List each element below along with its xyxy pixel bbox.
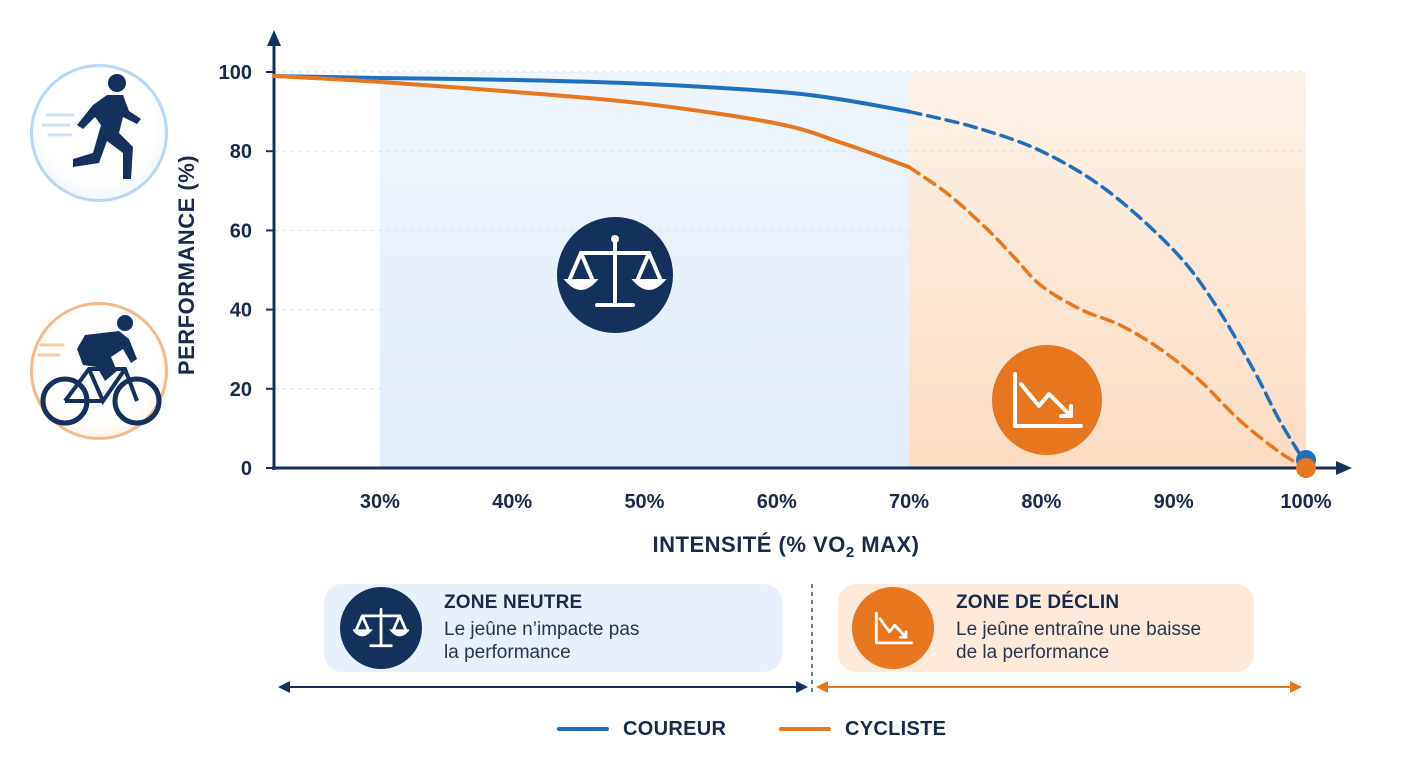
zone-declin-band [909,72,1306,468]
zone-decline-card: ZONE DE DÉCLIN Le jeûne entraîne une bai… [838,584,1254,672]
x-axis-title: INTENSITÉ (% VO2 MAX) [653,532,920,561]
y-axis-title: PERFORMANCE (%) [174,155,199,375]
legend-label-coureur: COUREUR [623,717,727,740]
declining-chart-icon [852,587,934,669]
y-tick-label: 100 [219,62,252,84]
series-coureur-dashed [907,109,1308,466]
x-tick-label: 30% [360,491,400,513]
x-tick-label: 40% [492,491,532,513]
x-tick-label: 80% [1021,491,1061,513]
y-tick-label: 0 [241,458,252,480]
x-axis-title-main: INTENSITÉ (% VO [653,532,846,557]
x-axis-title-end: MAX) [855,532,920,557]
legend-item-coureur: COUREUR [557,716,726,742]
x-tick-label: 100% [1280,491,1331,513]
series-coureur-solid [272,73,912,114]
x-axis-title-sub: 2 [846,544,855,561]
legend-swatch-cycliste [779,727,831,731]
zone-decline-line2: de la performance [956,642,1110,663]
y-tick-label: 80 [230,141,252,163]
y-axis-arrow [267,30,281,46]
legend-label-cycliste: CYCLISTE [845,717,947,740]
decline-range-arrow [816,681,1302,693]
y-tick-label: 60 [230,220,252,242]
series-cycliste-endpoint [1296,458,1316,478]
x-axis-arrow [1336,461,1352,475]
neutral-range-arrow [278,681,808,693]
legend-swatch-coureur [557,727,609,731]
runner-icon [30,64,168,202]
balance-scale-icon [340,587,422,669]
cyclist-icon [30,302,168,440]
declining-chart-icon [992,345,1102,455]
zone-decline-title: ZONE DE DÉCLIN [956,592,1120,613]
series-cycliste-solid [272,73,912,170]
balance-scale-icon [557,217,673,333]
y-tick-label: 20 [230,379,252,401]
series-cycliste-dashed [907,165,1308,470]
y-tick-label: 40 [230,300,252,322]
performance-chart: 0 20 40 60 80 100 30% 40% 50% 60% 70% 80% 90% 100% PE… [174,30,1352,561]
zone-neutral-line1: Le jeûne n’impacte pas [444,619,640,640]
legend-item-cycliste: CYCLISTE [779,716,946,742]
zone-decline-line1: Le jeûne entraîne une baisse [956,619,1202,640]
x-tick-label: 90% [1154,491,1194,513]
x-tick-label: 60% [757,491,797,513]
zone-neutral-title: ZONE NEUTRE [444,592,583,613]
x-tick-label: 70% [889,491,929,513]
zone-neutral-line2: la performance [444,642,571,663]
zone-neutral-card: ZONE NEUTRE Le jeûne n’impacte pas la pe… [324,584,782,672]
x-tick-label: 50% [624,491,664,513]
